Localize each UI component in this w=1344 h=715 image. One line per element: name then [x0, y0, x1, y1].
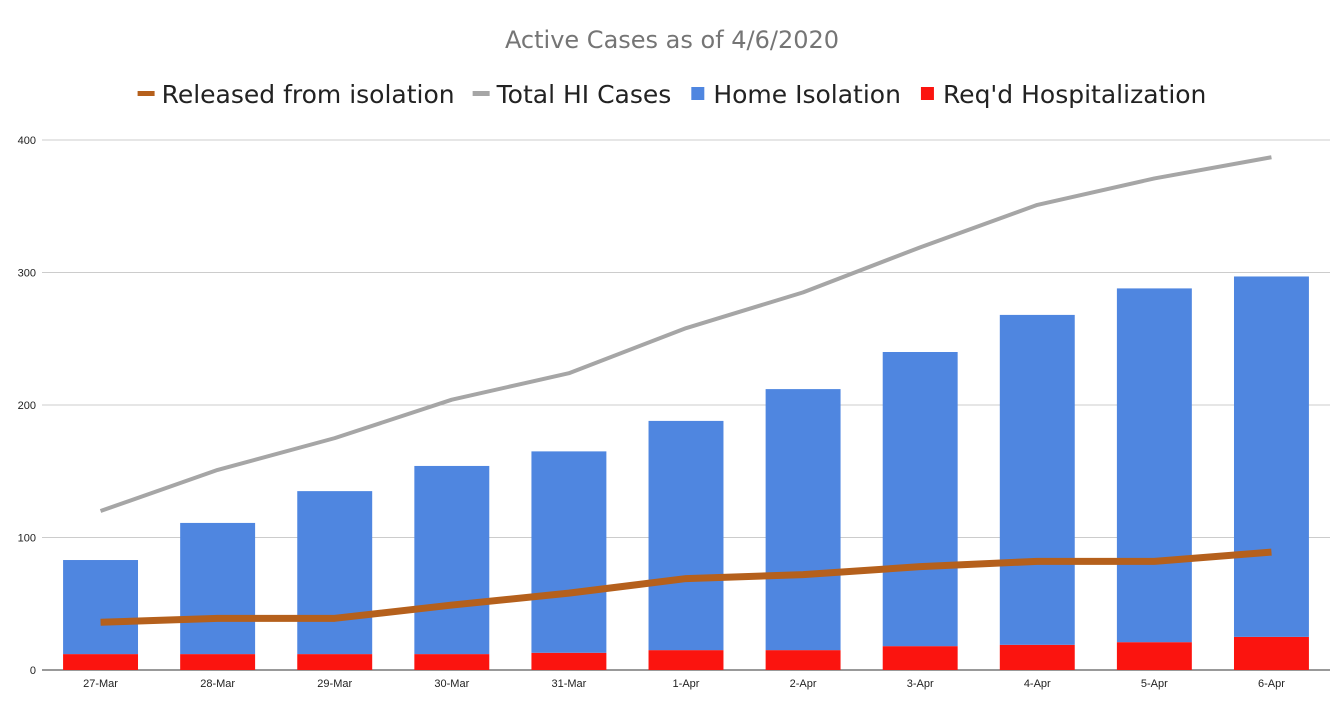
x-tick-label: 1-Apr: [673, 678, 700, 690]
x-axis: 27-Mar 28-Mar 29-Mar 30-Mar 31-Mar 1-Apr 2-Apr…: [83, 678, 1285, 690]
bar-home-isolation-31-mar: [531, 451, 607, 653]
legend-item-req-d-hospitalization: Req'd Hospitalization: [920, 80, 1206, 109]
bar-home-isolation-4-apr: [999, 314, 1075, 645]
x-tick-label: 30-Mar: [434, 678, 469, 690]
y-tick-label: 200: [18, 400, 36, 412]
bar-req-d-hospitalization-31-mar: [531, 652, 607, 670]
bar-req-d-hospitalization-4-apr: [999, 644, 1075, 670]
x-tick-label: 28-Mar: [200, 678, 235, 690]
x-tick-label: 5-Apr: [1141, 678, 1168, 690]
bar-req-d-hospitalization-27-mar: [63, 654, 139, 670]
bar-home-isolation-6-apr: [1233, 276, 1309, 637]
bar-home-isolation-29-mar: [297, 491, 373, 655]
x-tick-label: 6-Apr: [1258, 678, 1285, 690]
lines: [99, 155, 1272, 626]
legend-label: Total HI Cases: [496, 80, 672, 109]
bar-home-isolation-28-mar: [180, 522, 256, 655]
legend-label: Released from isolation: [162, 80, 455, 109]
line-released-from-isolation: [100, 548, 1272, 626]
x-tick-label: 27-Mar: [83, 678, 118, 690]
legend-item-home-isolation: Home Isolation: [691, 80, 901, 109]
bar-req-d-hospitalization-5-apr: [1116, 642, 1192, 670]
line-total-hi-cases: [99, 155, 1272, 513]
y-tick-label: 0: [30, 665, 36, 677]
bar-req-d-hospitalization-28-mar: [180, 654, 256, 670]
legend-label: Home Isolation: [713, 80, 901, 109]
legend-swatch: [137, 91, 155, 96]
y-tick-label: 400: [18, 135, 36, 147]
bar-req-d-hospitalization-6-apr: [1233, 636, 1309, 670]
x-tick-label: 29-Mar: [317, 678, 352, 690]
x-tick-label: 31-Mar: [551, 678, 586, 690]
legend-swatch: [920, 87, 934, 100]
legend-item-total-hi-cases: Total HI Cases: [472, 80, 672, 109]
bar-req-d-hospitalization-29-mar: [297, 654, 373, 670]
bar-req-d-hospitalization-2-apr: [765, 650, 841, 670]
x-tick-label: 4-Apr: [1024, 678, 1051, 690]
bar-req-d-hospitalization-1-apr: [648, 650, 724, 670]
bar-home-isolation-27-mar: [63, 560, 139, 655]
chart-title: Active Cases as of 4/6/2020: [505, 26, 839, 54]
bar-home-isolation-30-mar: [414, 465, 490, 655]
bar-req-d-hospitalization-30-mar: [414, 654, 490, 670]
bars: [63, 276, 1309, 670]
legend-swatch: [691, 87, 705, 100]
bar-home-isolation-2-apr: [765, 389, 841, 651]
bar-home-isolation-3-apr: [882, 352, 958, 647]
bar-req-d-hospitalization-3-apr: [882, 646, 958, 670]
legend: Released from isolation Total HI Cases Hom…: [137, 80, 1206, 109]
legend-item-released-from-isolation: Released from isolation: [137, 80, 455, 109]
bar-home-isolation-5-apr: [1116, 288, 1192, 643]
bar-home-isolation-1-apr: [648, 420, 724, 651]
x-tick-label: 3-Apr: [907, 678, 934, 690]
legend-swatch: [472, 91, 490, 96]
x-tick-label: 2-Apr: [790, 678, 817, 690]
legend-label: Req'd Hospitalization: [943, 80, 1206, 109]
y-tick-label: 300: [18, 268, 36, 280]
y-axis: 0 100 200 300 400: [18, 135, 36, 677]
y-tick-label: 100: [18, 533, 36, 545]
